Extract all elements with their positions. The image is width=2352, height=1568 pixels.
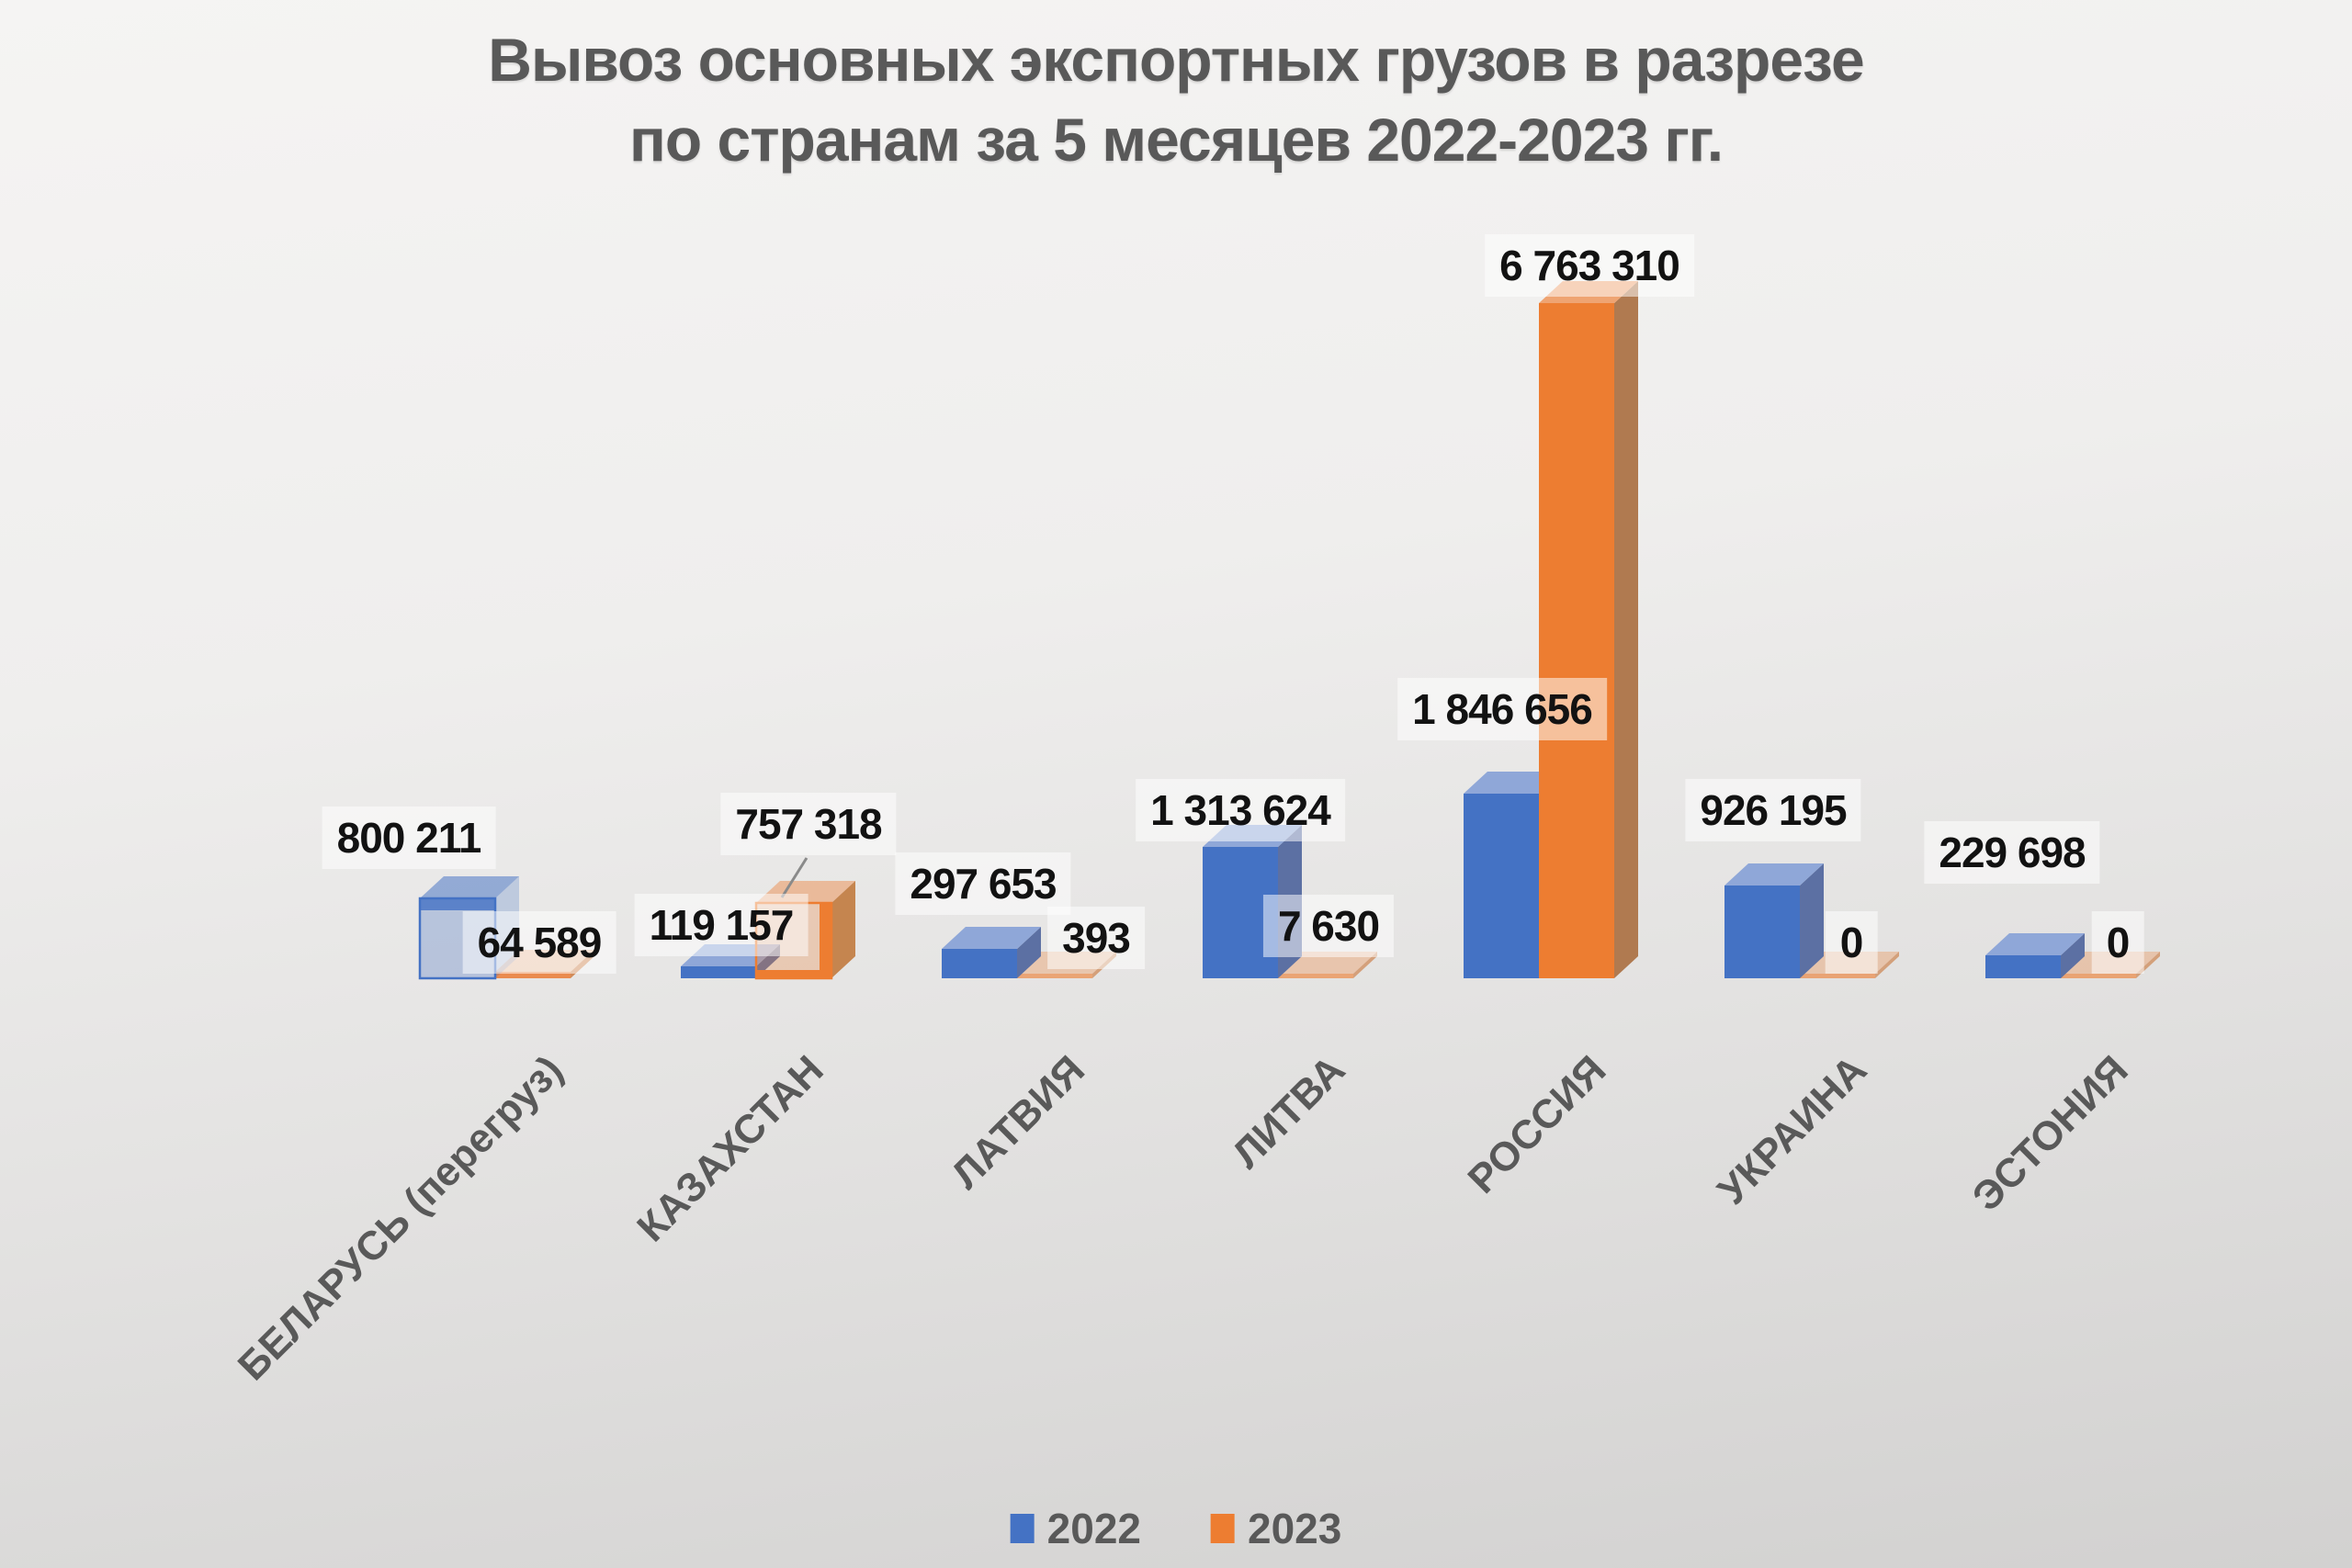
value-label-2022-6: 229 698 <box>1924 821 2100 884</box>
value-label-2022-3: 1 313 624 <box>1136 779 1345 841</box>
legend-swatch-2023 <box>1211 1514 1235 1543</box>
value-label-2023-3: 7 630 <box>1262 895 1395 957</box>
bar-2023-1-strip-b <box>756 970 831 978</box>
chart-title: Вывоз основных экспортных грузов в разре… <box>0 20 2352 180</box>
bar-2023-3-side <box>1353 952 1377 978</box>
bar-2023-3-front <box>1278 974 1353 978</box>
bar-2022-6-side <box>2061 933 2085 978</box>
legend-item-2022: 2022 <box>1010 1504 1141 1553</box>
legend-item-2023: 2023 <box>1211 1504 1341 1553</box>
legend-swatch-2022 <box>1010 1514 1035 1543</box>
leader-line-757318 <box>780 857 808 898</box>
bar-2022-2-side <box>1017 927 1041 978</box>
bar-2022-6-front <box>1985 955 2061 978</box>
value-label-2022-1: 119 157 <box>634 894 808 956</box>
bar-2023-6-front <box>2061 974 2136 978</box>
bar-2022-1-front <box>681 966 756 978</box>
bar-2022-2-top <box>942 927 1041 949</box>
bar-2022-4-front <box>1464 794 1539 978</box>
chart-title-line2: по странам за 5 месяцев 2022-2023 гг. <box>628 106 1724 175</box>
bar-2023-3-top <box>1278 952 1377 974</box>
bar-2022-5-side <box>1800 863 1824 978</box>
bar-2022-5-front <box>1724 886 1800 978</box>
value-label-2023-5: 0 <box>1825 911 1878 974</box>
bar-2023-1-side <box>831 881 855 978</box>
bar-2023-5-side <box>1875 952 1899 978</box>
bar-2023-5-front <box>1800 974 1875 978</box>
bar-2022-4-top <box>1464 772 1563 794</box>
bar-2022-0-band <box>420 898 495 910</box>
value-label-2022-0: 800 211 <box>322 807 496 869</box>
bar-2022-5-top <box>1724 863 1824 886</box>
value-label-2023-6: 0 <box>2091 911 2144 974</box>
legend: 2022 2023 <box>1010 1504 1341 1553</box>
bar-2023-4-side <box>1614 281 1638 978</box>
chart-title-line1: Вывоз основных экспортных грузов в разре… <box>488 26 1864 94</box>
bar-2022-2-front <box>942 949 1017 978</box>
value-label-2022-5: 926 195 <box>1685 779 1861 841</box>
bar-2023-2-front <box>1017 974 1092 978</box>
value-label-2023-4: 6 763 310 <box>1485 234 1694 297</box>
value-label-2023-2: 393 <box>1047 907 1145 969</box>
value-label-2022-4: 1 846 656 <box>1397 678 1607 740</box>
legend-label-2023: 2023 <box>1248 1505 1342 1552</box>
bar-2022-6-top <box>1985 933 2085 955</box>
bar-2023-1-strip-r <box>820 903 831 978</box>
value-label-2022-2: 297 653 <box>895 852 1071 915</box>
value-label-2023-0: 64 589 <box>462 911 616 974</box>
bar-2022-3-front <box>1203 847 1278 978</box>
bar-2023-4-front <box>1539 303 1614 978</box>
value-label-2023-1: 757 318 <box>720 793 897 855</box>
bar-2022-0-top <box>420 876 519 898</box>
legend-label-2022: 2022 <box>1046 1505 1141 1552</box>
